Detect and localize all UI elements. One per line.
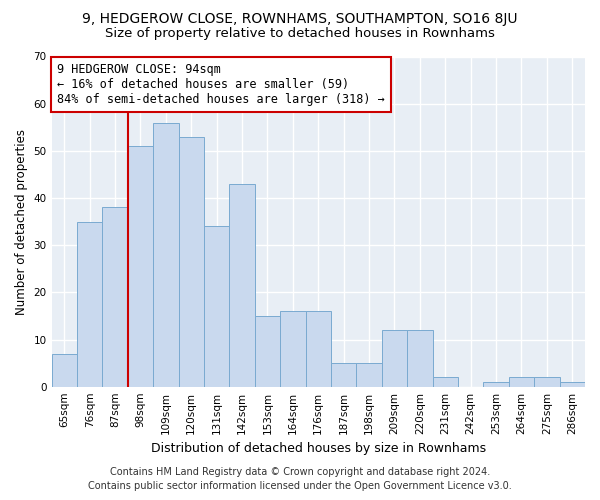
Text: Size of property relative to detached houses in Rownhams: Size of property relative to detached ho… bbox=[105, 28, 495, 40]
Text: Contains HM Land Registry data © Crown copyright and database right 2024.
Contai: Contains HM Land Registry data © Crown c… bbox=[88, 467, 512, 491]
Bar bbox=[255, 316, 280, 386]
Bar bbox=[484, 382, 509, 386]
Bar bbox=[103, 208, 128, 386]
Bar bbox=[433, 377, 458, 386]
X-axis label: Distribution of detached houses by size in Rownhams: Distribution of detached houses by size … bbox=[151, 442, 486, 455]
Bar bbox=[560, 382, 585, 386]
Bar bbox=[229, 184, 255, 386]
Bar bbox=[153, 122, 179, 386]
Bar bbox=[509, 377, 534, 386]
Bar bbox=[128, 146, 153, 386]
Text: 9, HEDGEROW CLOSE, ROWNHAMS, SOUTHAMPTON, SO16 8JU: 9, HEDGEROW CLOSE, ROWNHAMS, SOUTHAMPTON… bbox=[82, 12, 518, 26]
Bar bbox=[204, 226, 229, 386]
Bar bbox=[179, 136, 204, 386]
Bar bbox=[331, 363, 356, 386]
Bar bbox=[280, 311, 305, 386]
Y-axis label: Number of detached properties: Number of detached properties bbox=[15, 128, 28, 314]
Text: 9 HEDGEROW CLOSE: 94sqm
← 16% of detached houses are smaller (59)
84% of semi-de: 9 HEDGEROW CLOSE: 94sqm ← 16% of detache… bbox=[57, 63, 385, 106]
Bar bbox=[534, 377, 560, 386]
Bar bbox=[305, 311, 331, 386]
Bar bbox=[77, 222, 103, 386]
Bar bbox=[52, 354, 77, 386]
Bar bbox=[382, 330, 407, 386]
Bar bbox=[356, 363, 382, 386]
Bar bbox=[407, 330, 433, 386]
